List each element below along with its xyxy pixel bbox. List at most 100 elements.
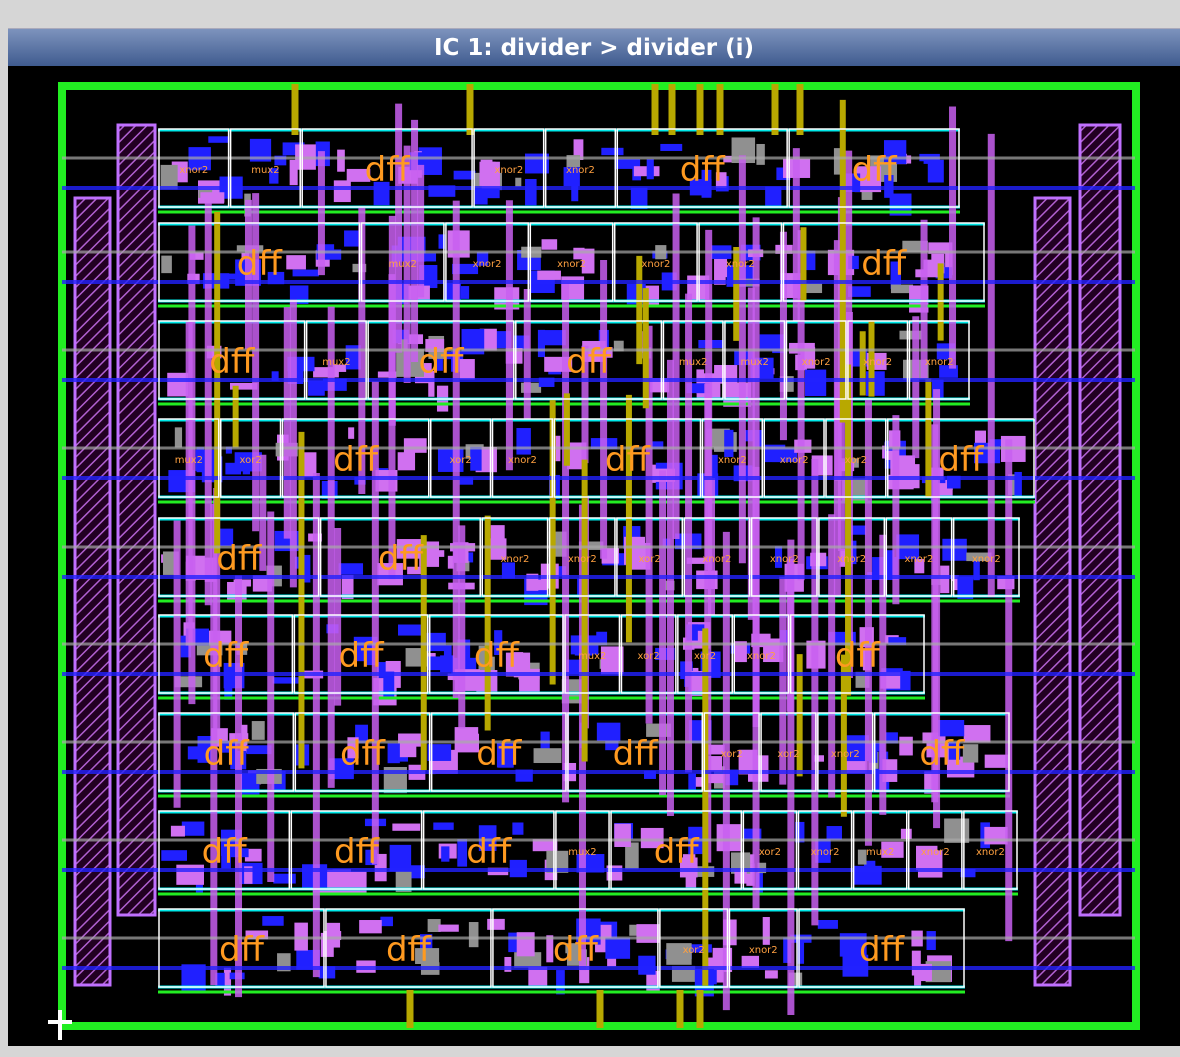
- poly-shape: [926, 931, 936, 950]
- cell-outline: [908, 320, 970, 400]
- poly-shape: [962, 744, 979, 763]
- poly-shape: [440, 655, 455, 673]
- cell-outline: [659, 908, 729, 988]
- cell-outline: [952, 517, 1020, 597]
- poly-shape: [196, 644, 223, 656]
- poly-shape: [380, 916, 393, 927]
- poly-shape: [427, 656, 444, 671]
- poly-shape: [273, 873, 296, 884]
- poly-shape: [881, 841, 904, 858]
- cell-outline: [963, 810, 1018, 890]
- poly-shape: [221, 854, 231, 869]
- poly-shape: [516, 428, 531, 455]
- poly-shape: [702, 744, 725, 755]
- poly-shape: [899, 330, 922, 340]
- poly-shape: [313, 367, 339, 378]
- poly-shape: [427, 919, 441, 932]
- cell-label: xnor2: [641, 259, 670, 270]
- poly-shape: [346, 168, 371, 182]
- poly-shape: [505, 652, 531, 677]
- poly-shape: [433, 822, 454, 830]
- poly-shape: [220, 273, 245, 280]
- poly-shape: [470, 446, 482, 471]
- cell-label: mux2: [322, 357, 350, 368]
- cell-label: xnor2: [976, 847, 1005, 858]
- poly-shape: [396, 539, 424, 559]
- cell-outline: [750, 517, 818, 597]
- poly-shape: [813, 755, 824, 762]
- poly-shape: [460, 286, 470, 299]
- cell-label: dff: [654, 832, 701, 872]
- poly-shape: [662, 538, 671, 549]
- poly-shape: [525, 178, 537, 206]
- cell-outline: [818, 517, 886, 597]
- cell-label: dff: [203, 636, 250, 676]
- poly-shape: [407, 566, 426, 575]
- poly-shape: [240, 773, 260, 795]
- poly-shape: [170, 825, 185, 837]
- power-rail: [73, 196, 112, 987]
- poly-shape: [428, 370, 435, 397]
- poly-shape: [289, 159, 298, 186]
- cell-outline: [887, 418, 1035, 498]
- poly-shape: [274, 155, 287, 166]
- poly-shape: [932, 379, 944, 399]
- poly-shape: [902, 240, 928, 252]
- poly-shape: [984, 754, 1009, 768]
- poly-shape: [241, 724, 248, 753]
- poly-shape: [711, 454, 718, 474]
- poly-shape: [399, 733, 417, 758]
- layout-view[interactable]: xnor2 mux2 dff xnor2 xnor2 dff dff dff mux2 xnor2…: [8, 66, 1180, 1046]
- poly-shape: [546, 850, 569, 873]
- cell-label: dff: [835, 636, 882, 676]
- cell-label: xnor2: [972, 554, 1001, 565]
- cell-outline: [229, 128, 301, 208]
- poly-shape: [973, 560, 980, 581]
- poly-shape: [856, 482, 867, 500]
- cell-label: mux2: [175, 455, 203, 466]
- poly-shape: [365, 642, 376, 666]
- poly-shape: [938, 720, 965, 737]
- cell-outline: [293, 614, 429, 694]
- poly-shape: [772, 447, 798, 463]
- cell-outline: [492, 908, 659, 988]
- poly-shape: [596, 631, 608, 646]
- poly-shape: [890, 284, 914, 294]
- cell-label: mux2: [389, 259, 417, 270]
- poly-shape: [161, 255, 172, 274]
- poly-shape: [233, 579, 252, 587]
- poly-shape: [533, 748, 562, 764]
- poly-shape: [888, 637, 907, 645]
- poly-shape: [757, 862, 767, 874]
- poly-shape: [337, 149, 345, 172]
- poly-shape: [848, 255, 859, 270]
- cell-outline: [847, 320, 909, 400]
- poly-shape: [660, 143, 683, 151]
- cell-label: dff: [605, 440, 652, 480]
- poly-shape: [459, 477, 474, 485]
- cell-label: dff: [566, 342, 613, 382]
- cell-label: xor2: [721, 749, 743, 760]
- cell-label: xnor2: [473, 259, 502, 270]
- cell-label: xor2: [450, 455, 472, 466]
- poly-shape: [167, 372, 189, 397]
- cell-label: xnor2: [921, 847, 950, 858]
- cell-outline: [683, 517, 751, 597]
- cell-outline: [789, 614, 925, 694]
- poly-shape: [347, 737, 359, 759]
- cell-outline: [473, 128, 545, 208]
- cell-outline: [698, 222, 783, 302]
- poly-shape: [246, 745, 272, 755]
- cell-outline: [885, 517, 953, 597]
- poly-shape: [688, 773, 696, 793]
- poly-shape: [765, 186, 782, 208]
- poly-shape: [746, 863, 755, 886]
- poly-shape: [443, 645, 452, 663]
- poly-shape: [914, 970, 922, 987]
- poly-shape: [418, 147, 442, 175]
- cell-outline: [852, 810, 908, 890]
- cell-label: dff: [378, 539, 425, 579]
- poly-shape: [427, 744, 452, 761]
- cell-label: xor2: [240, 455, 262, 466]
